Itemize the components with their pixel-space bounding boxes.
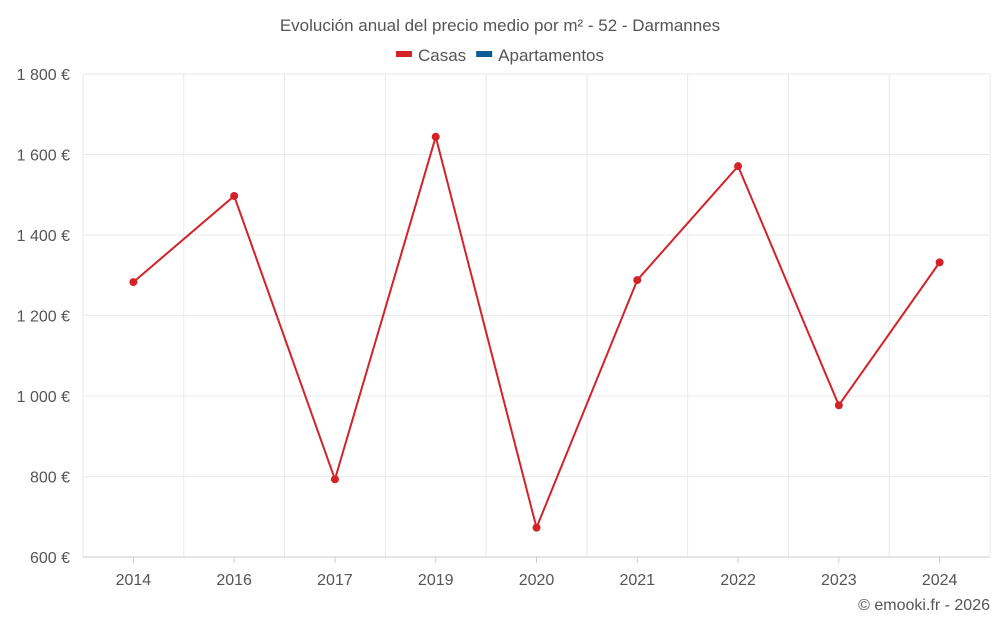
y-tick-label: 1 200 € xyxy=(17,309,70,326)
data-point[interactable] xyxy=(532,523,541,532)
x-axis: 2014 2016 2017 2019 2020 2021 2022 2023 2024 xyxy=(116,557,958,589)
data-point[interactable] xyxy=(935,258,944,267)
legend-item-casas[interactable]: Casas xyxy=(418,46,466,65)
chart-title: Evolución anual del precio medio por m² … xyxy=(280,16,720,35)
legend-item-apartamentos[interactable]: Apartamentos xyxy=(498,46,604,65)
y-tick-label: 600 € xyxy=(30,550,70,567)
x-tick-label: 2017 xyxy=(317,572,353,589)
data-point[interactable] xyxy=(633,276,642,285)
x-tick-label: 2023 xyxy=(821,572,857,589)
y-tick-label: 1 800 € xyxy=(17,67,70,84)
legend-swatch xyxy=(395,51,412,57)
y-axis: 600 € 800 € 1 000 € 1 200 € 1 400 € 1 600 € 1 … xyxy=(17,67,70,567)
legend: Casas Apartamentos xyxy=(395,46,604,65)
series-group xyxy=(129,132,944,532)
data-point[interactable] xyxy=(834,401,843,410)
y-tick-label: 1 000 € xyxy=(17,389,70,406)
x-tick-label: 2024 xyxy=(922,572,958,589)
x-tick-label: 2014 xyxy=(116,572,152,589)
data-point[interactable] xyxy=(330,475,339,484)
x-tick-label: 2021 xyxy=(619,572,655,589)
x-tick-label: 2019 xyxy=(418,572,454,589)
grid-lines xyxy=(82,73,991,558)
y-tick-label: 1 400 € xyxy=(17,228,70,245)
x-tick-label: 2022 xyxy=(720,572,756,589)
x-tick-label: 2020 xyxy=(519,572,555,589)
data-point[interactable] xyxy=(734,162,743,171)
legend-swatch xyxy=(476,51,493,57)
data-point[interactable] xyxy=(431,132,440,141)
data-point[interactable] xyxy=(230,191,239,200)
y-tick-label: 1 600 € xyxy=(17,148,70,165)
series-line-casas xyxy=(132,133,941,531)
credit-text: © emooki.fr - 2026 xyxy=(858,597,990,614)
data-point[interactable] xyxy=(129,278,138,287)
y-tick-label: 800 € xyxy=(30,470,70,487)
x-tick-label: 2016 xyxy=(216,572,252,589)
